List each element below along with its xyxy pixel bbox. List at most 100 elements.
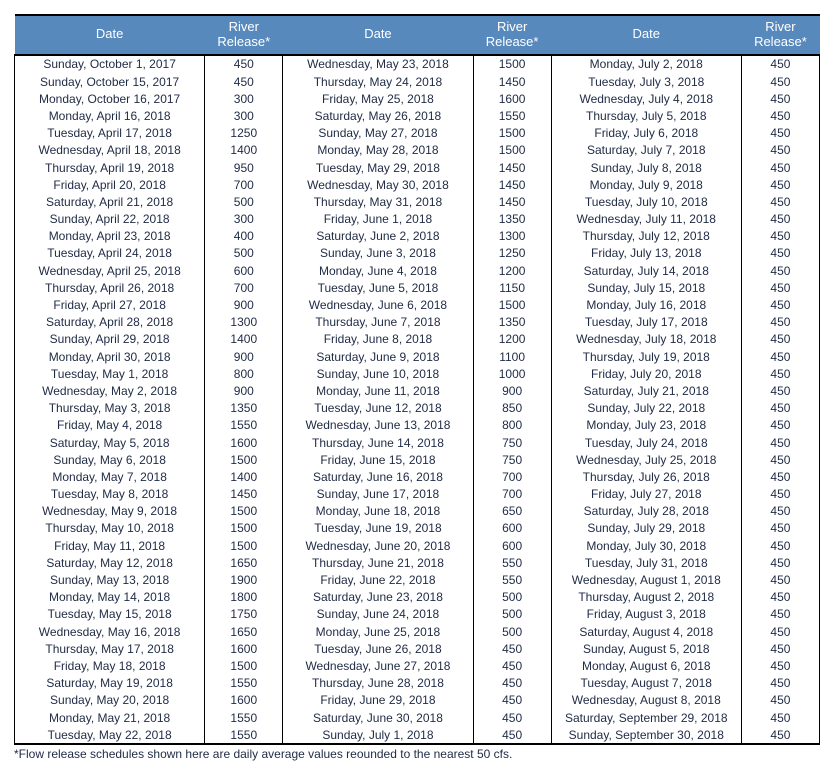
value-cell: 1750 [205, 606, 283, 623]
header-date-2: Date [283, 15, 473, 55]
value-cell: 450 [741, 382, 819, 399]
value-cell: 450 [741, 211, 819, 228]
date-cell: Saturday, September 29, 2018 [551, 709, 741, 726]
value-cell: 1300 [205, 314, 283, 331]
date-cell: Saturday, June 2, 2018 [283, 228, 473, 245]
date-cell: Saturday, May 12, 2018 [15, 554, 205, 571]
date-cell: Sunday, June 10, 2018 [283, 365, 473, 382]
table-row: Saturday, April 28, 20181300Thursday, Ju… [15, 314, 820, 331]
date-cell: Tuesday, May 8, 2018 [15, 486, 205, 503]
value-cell: 550 [473, 572, 551, 589]
value-cell: 1250 [205, 125, 283, 142]
date-cell: Sunday, October 15, 2017 [15, 73, 205, 90]
value-cell: 1400 [205, 468, 283, 485]
date-cell: Wednesday, June 6, 2018 [283, 297, 473, 314]
value-cell: 450 [741, 142, 819, 159]
date-cell: Monday, June 25, 2018 [283, 623, 473, 640]
table-row: Sunday, April 29, 20181400Friday, June 8… [15, 331, 820, 348]
value-cell: 450 [741, 692, 819, 709]
date-cell: Saturday, June 30, 2018 [283, 709, 473, 726]
value-cell: 450 [741, 726, 819, 744]
value-cell: 1300 [473, 228, 551, 245]
date-cell: Sunday, August 5, 2018 [551, 640, 741, 657]
date-cell: Saturday, April 21, 2018 [15, 193, 205, 210]
date-cell: Tuesday, June 19, 2018 [283, 520, 473, 537]
value-cell: 450 [741, 159, 819, 176]
value-cell: 950 [205, 159, 283, 176]
value-cell: 550 [473, 554, 551, 571]
table-row: Saturday, May 5, 20181600Thursday, June … [15, 434, 820, 451]
date-cell: Thursday, May 31, 2018 [283, 193, 473, 210]
table-row: Sunday, May 6, 20181500Friday, June 15, … [15, 451, 820, 468]
date-cell: Tuesday, April 24, 2018 [15, 245, 205, 262]
table-row: Monday, April 23, 2018400Saturday, June … [15, 228, 820, 245]
value-cell: 1550 [205, 675, 283, 692]
value-cell: 400 [205, 228, 283, 245]
table-row: Thursday, May 17, 20181600Tuesday, June … [15, 640, 820, 657]
date-cell: Sunday, April 29, 2018 [15, 331, 205, 348]
date-cell: Friday, May 18, 2018 [15, 657, 205, 674]
date-cell: Wednesday, May 23, 2018 [283, 55, 473, 73]
header-value-1: River Release* [205, 15, 283, 55]
date-cell: Sunday, May 20, 2018 [15, 692, 205, 709]
date-cell: Sunday, July 15, 2018 [551, 279, 741, 296]
value-cell: 450 [473, 657, 551, 674]
date-cell: Friday, July 6, 2018 [551, 125, 741, 142]
value-cell: 450 [473, 709, 551, 726]
value-cell: 1150 [473, 279, 551, 296]
date-cell: Tuesday, June 12, 2018 [283, 400, 473, 417]
value-cell: 1500 [205, 520, 283, 537]
table-row: Sunday, October 15, 2017450Thursday, May… [15, 73, 820, 90]
date-cell: Thursday, August 2, 2018 [551, 589, 741, 606]
date-cell: Sunday, September 30, 2018 [551, 726, 741, 744]
date-cell: Thursday, April 19, 2018 [15, 159, 205, 176]
value-cell: 1500 [473, 55, 551, 73]
table-row: Friday, April 27, 2018900Wednesday, June… [15, 297, 820, 314]
date-cell: Thursday, May 17, 2018 [15, 640, 205, 657]
date-cell: Sunday, May 13, 2018 [15, 572, 205, 589]
date-cell: Saturday, July 28, 2018 [551, 503, 741, 520]
value-cell: 1550 [205, 726, 283, 744]
value-cell: 500 [473, 623, 551, 640]
value-cell: 450 [741, 503, 819, 520]
value-cell: 850 [473, 400, 551, 417]
date-cell: Saturday, July 14, 2018 [551, 262, 741, 279]
date-cell: Wednesday, April 18, 2018 [15, 142, 205, 159]
value-cell: 450 [741, 709, 819, 726]
value-cell: 1500 [473, 297, 551, 314]
date-cell: Thursday, May 3, 2018 [15, 400, 205, 417]
value-cell: 1600 [473, 90, 551, 107]
value-cell: 500 [473, 606, 551, 623]
header-value-3: River Release* [741, 15, 819, 55]
value-cell: 450 [741, 297, 819, 314]
value-cell: 300 [205, 90, 283, 107]
value-cell: 1000 [473, 365, 551, 382]
value-cell: 450 [205, 73, 283, 90]
date-cell: Saturday, June 16, 2018 [283, 468, 473, 485]
value-cell: 450 [741, 73, 819, 90]
value-cell: 1200 [473, 262, 551, 279]
table-row: Monday, April 16, 2018300Saturday, May 2… [15, 107, 820, 124]
date-cell: Monday, July 30, 2018 [551, 537, 741, 554]
value-cell: 450 [473, 675, 551, 692]
date-cell: Wednesday, June 13, 2018 [283, 417, 473, 434]
date-cell: Thursday, May 10, 2018 [15, 520, 205, 537]
date-cell: Monday, July 16, 2018 [551, 297, 741, 314]
value-cell: 450 [473, 726, 551, 744]
value-cell: 700 [473, 468, 551, 485]
date-cell: Friday, May 11, 2018 [15, 537, 205, 554]
value-cell: 450 [473, 640, 551, 657]
value-cell: 1350 [473, 314, 551, 331]
value-cell: 1400 [205, 142, 283, 159]
table-row: Monday, May 14, 20181800Saturday, June 2… [15, 589, 820, 606]
value-cell: 450 [741, 640, 819, 657]
table-row: Wednesday, April 18, 20181400Monday, May… [15, 142, 820, 159]
value-cell: 450 [741, 331, 819, 348]
date-cell: Sunday, May 27, 2018 [283, 125, 473, 142]
date-cell: Wednesday, July 18, 2018 [551, 331, 741, 348]
table-row: Monday, May 7, 20181400Saturday, June 16… [15, 468, 820, 485]
date-cell: Sunday, July 1, 2018 [283, 726, 473, 744]
date-cell: Saturday, June 23, 2018 [283, 589, 473, 606]
date-cell: Monday, August 6, 2018 [551, 657, 741, 674]
date-cell: Monday, June 18, 2018 [283, 503, 473, 520]
